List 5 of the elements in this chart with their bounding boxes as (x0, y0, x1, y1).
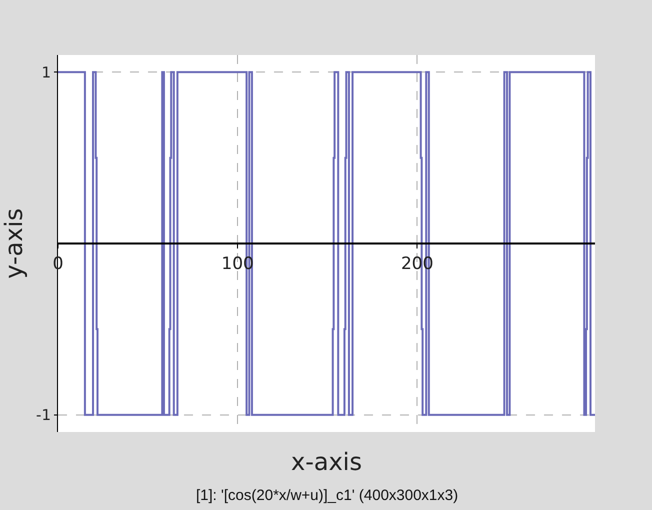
y-axis-title: y-axis (0, 208, 28, 279)
y-tick-label: -1 (36, 406, 51, 424)
y-tick-label: 1 (41, 63, 51, 82)
text: [1]: '[cos(20*x/w+u)]_c1' (400x300x1x3) (196, 487, 458, 504)
x-axis-title: x-axis (291, 448, 362, 476)
